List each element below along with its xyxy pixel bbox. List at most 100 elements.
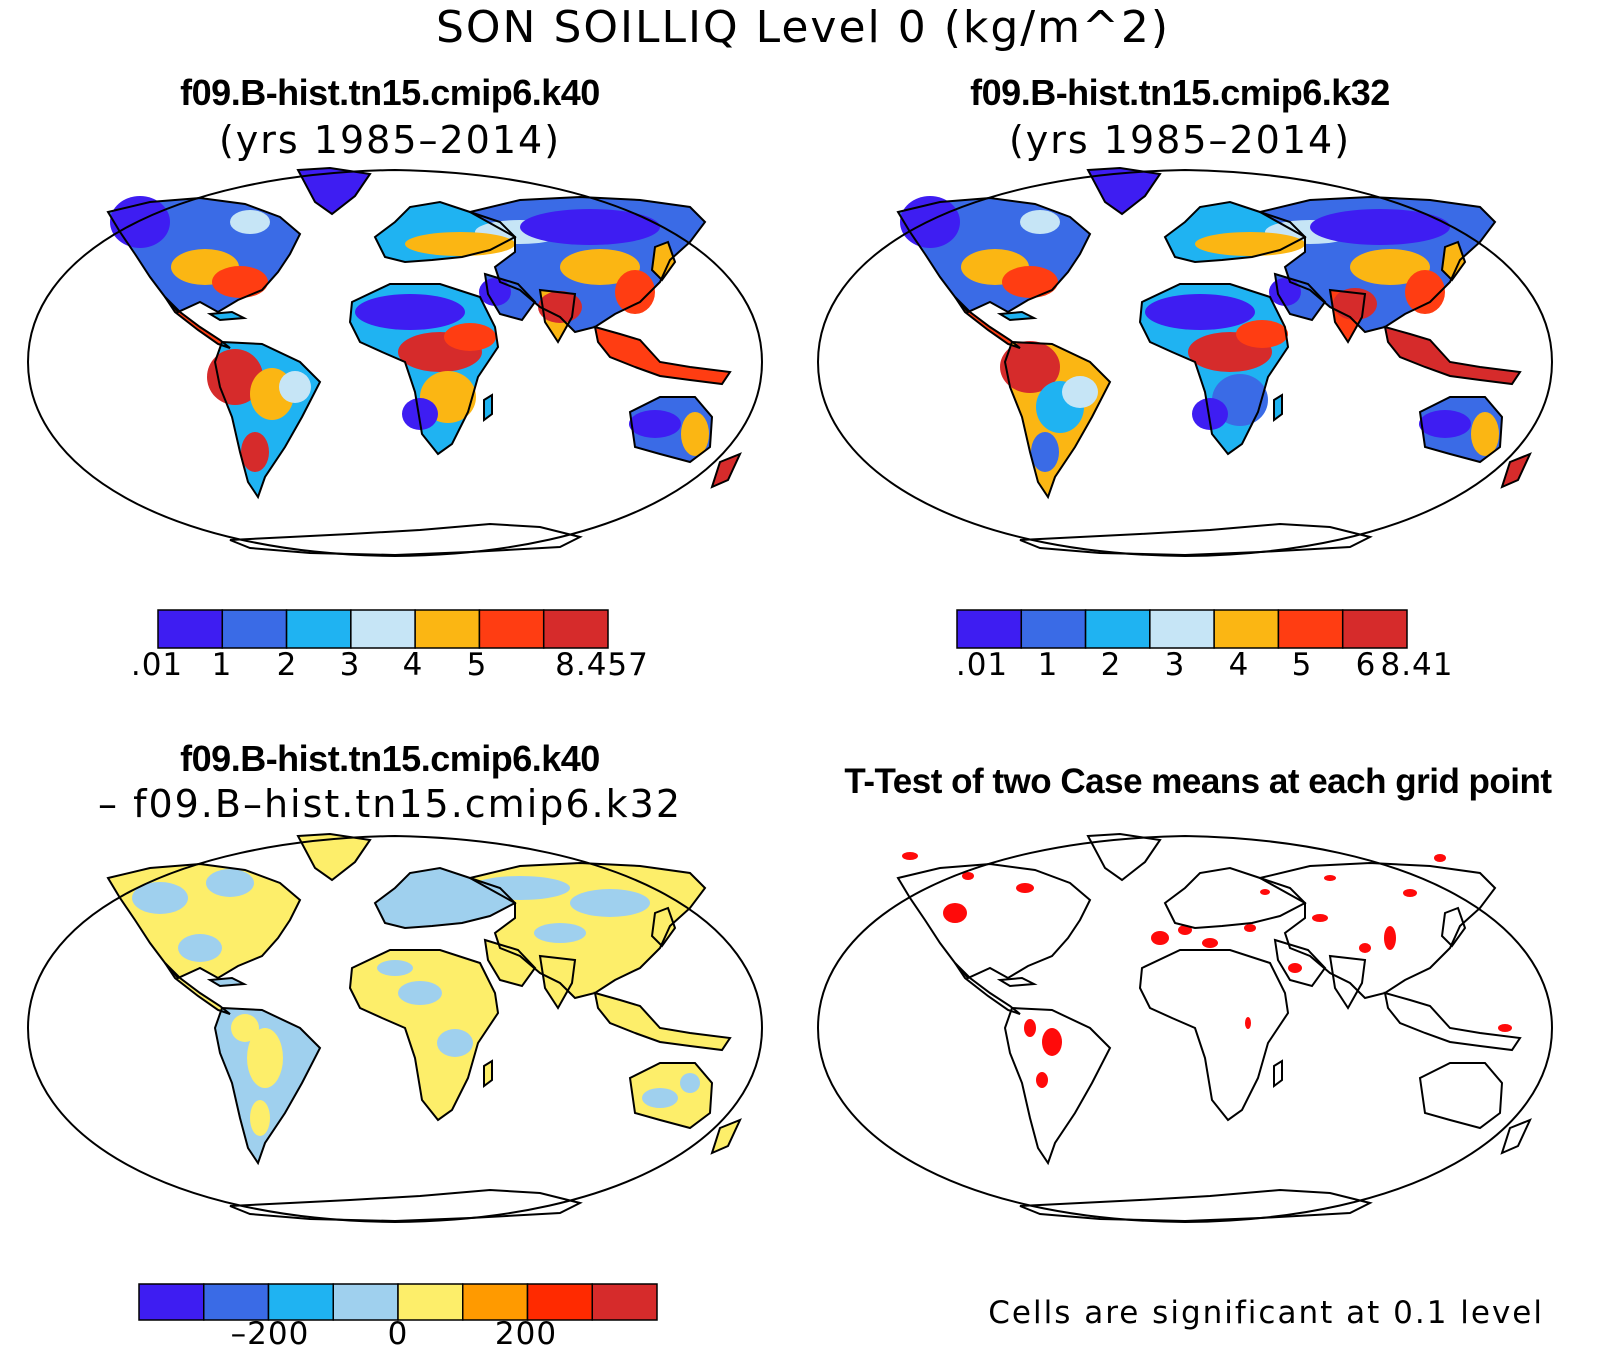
australia-fill (1420, 1063, 1502, 1128)
japan-coastline (1440, 240, 1467, 282)
colorbar-swatch (1341, 609, 1408, 649)
field-patch (1312, 914, 1328, 922)
panel-3-colorbar-label: 0 (387, 1316, 409, 1352)
field-patch (444, 323, 496, 351)
field-patch (355, 294, 465, 330)
field-patch (1350, 249, 1430, 285)
field-patch (1384, 926, 1396, 950)
panel-4-map (816, 832, 1554, 1224)
panel-1-colorbar-label: 4 (402, 647, 424, 683)
asia-fill (1260, 863, 1495, 998)
japan-fill (1442, 908, 1465, 946)
antarctica-coastline (229, 522, 583, 557)
namerica-coastline (106, 196, 302, 314)
india-coastline (538, 954, 577, 1010)
newzealand-coastline (710, 452, 742, 489)
field-patch (615, 270, 655, 314)
cuba-coastline (206, 310, 248, 322)
panel-2-map (816, 166, 1554, 558)
field-patch (1236, 320, 1288, 348)
japan-coastline (650, 240, 677, 282)
namerica-coastline (896, 862, 1092, 980)
samerica-coastline (213, 1006, 322, 1166)
panel-2-colorbar-label: 2 (1100, 647, 1122, 683)
madagascar-fill (1274, 1061, 1282, 1086)
land-layer (108, 168, 740, 497)
japan-fill (652, 908, 675, 946)
seasia-fill (595, 993, 730, 1050)
colorbar-swatch (956, 609, 1023, 649)
australia-coastline (628, 396, 714, 464)
panel-1-colorbar-label: 1 (211, 647, 233, 683)
panel-3-colorbar-label: 200 (494, 1316, 558, 1352)
colorbar-swatch (350, 609, 416, 649)
field-patch (1192, 398, 1228, 430)
newzealand-fill (712, 1120, 740, 1153)
panel-2-colorbar-label: 8.41 (1380, 647, 1454, 683)
colorbar-swatch (397, 1283, 464, 1321)
field-patch (206, 869, 254, 897)
cuba-coastline (996, 310, 1038, 322)
japan-coastline (650, 906, 677, 948)
asia-coastline (1257, 861, 1497, 1000)
arabia-coastline (1273, 938, 1327, 988)
panel-3-subtitle: – f09.B–hist.tn15.cmip6.k32 (98, 782, 682, 826)
field-patch (538, 291, 582, 323)
seasia-coastline (1383, 325, 1522, 386)
field-patch (629, 410, 681, 438)
field-patch (479, 278, 511, 306)
madagascar-fill (1274, 395, 1282, 420)
newzealand-fill (1502, 1120, 1530, 1153)
seasia-fill (1385, 993, 1520, 1050)
field-patch (110, 196, 170, 248)
india-coastline (538, 288, 577, 344)
africa-fill (350, 950, 498, 1120)
madagascar-fill (484, 1061, 492, 1086)
field-patch (241, 432, 269, 472)
field-patch (1269, 278, 1301, 306)
field-patch (1151, 931, 1169, 945)
panel-4-title: T-Test of two Case means at each grid po… (844, 762, 1552, 801)
seasia-coastline (1383, 991, 1522, 1052)
field-patch (1020, 210, 1060, 234)
cuba-coastline (206, 976, 248, 988)
greenland-coastline (296, 166, 372, 216)
japan-coastline (1440, 906, 1467, 948)
field-patch (247, 1028, 283, 1088)
camerica-coastline (954, 962, 1021, 1015)
japan-fill (652, 242, 675, 280)
antarctica-coastline (1019, 1188, 1373, 1223)
field-patch (1244, 924, 1256, 932)
india-coastline (1328, 954, 1367, 1010)
field-patch (1333, 288, 1377, 320)
field-patch (279, 371, 311, 403)
madagascar-coastline (1273, 393, 1283, 422)
map-border (26, 168, 764, 558)
field-patch (1062, 376, 1098, 408)
panel-2-subtitle: (yrs 1985–2014) (1008, 118, 1352, 162)
field-patch (132, 882, 188, 914)
colorbar-swatch (591, 1283, 658, 1321)
field-patch (642, 1088, 678, 1108)
colorbar-swatch (1020, 609, 1087, 649)
africa-coastline (348, 949, 500, 1122)
field-patch (1178, 925, 1192, 935)
field-patch (1036, 1072, 1048, 1088)
panel-2-colorbar-label: 1 (1037, 647, 1059, 683)
africa-coastline (1138, 949, 1290, 1122)
asia-coastline (1257, 195, 1497, 334)
antarctica-coastline (229, 1188, 583, 1223)
madagascar-fill (484, 395, 492, 420)
field-patch (1042, 1028, 1062, 1056)
colorbar-swatch (221, 609, 288, 649)
field-patch (398, 981, 442, 1005)
field-patch (231, 1014, 259, 1042)
antarctica-coastline (1019, 522, 1373, 557)
land-layer (108, 834, 740, 1163)
field-patch (520, 209, 660, 245)
colorbar-swatch (414, 609, 481, 649)
panel-1-colorbar-label: 3 (339, 647, 361, 683)
india-coastline (1328, 288, 1367, 344)
newzealand-coastline (1500, 452, 1532, 489)
field-patch (560, 249, 640, 285)
